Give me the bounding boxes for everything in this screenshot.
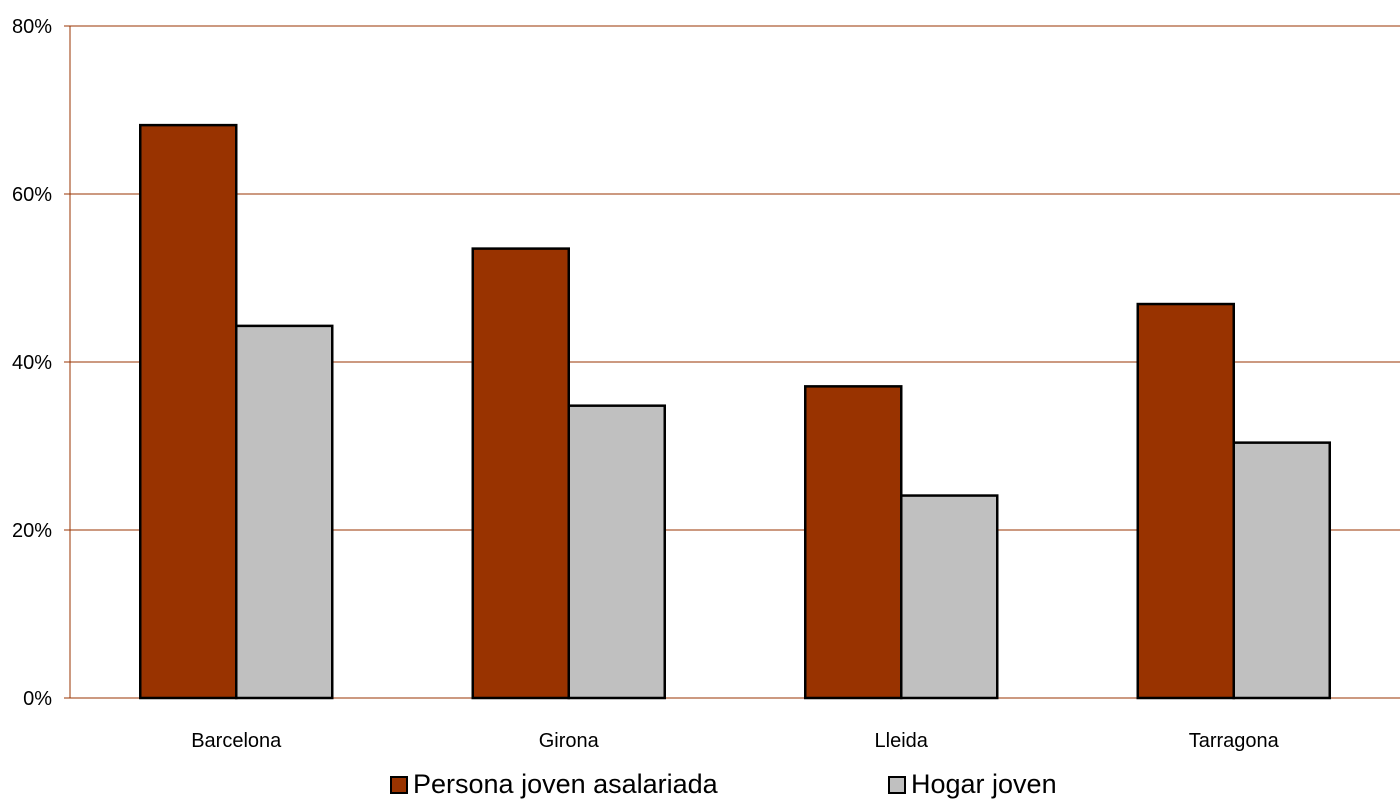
x-category-label: Barcelona xyxy=(191,730,282,752)
legend: Persona joven asalariada Hogar joven xyxy=(0,768,1400,801)
y-tick-label: 0% xyxy=(23,688,52,710)
legend-item-series-2: Hogar joven xyxy=(888,768,1057,801)
x-category-label: Lleida xyxy=(875,730,929,752)
bar-hogar-joven-tarragona xyxy=(1232,441,1331,700)
y-tick-label: 40% xyxy=(12,352,52,374)
bar-persona-joven-asalariada-girona xyxy=(471,247,570,700)
bar-persona-joven-asalariada-tarragona xyxy=(1136,302,1235,700)
bar-hogar-joven-girona xyxy=(567,404,666,700)
legend-item-series-1: Persona joven asalariada xyxy=(390,768,718,801)
legend-swatch-series-1 xyxy=(390,775,408,794)
category-labels: Barcelona Girona Lleida Tarragona xyxy=(191,730,1279,752)
bar-persona-joven-asalariada-barcelona xyxy=(139,123,238,700)
bar-hogar-joven-lleida xyxy=(900,494,999,700)
bar-hogar-joven-barcelona xyxy=(235,324,334,700)
y-tick-label: 20% xyxy=(12,520,52,542)
x-category-label: Girona xyxy=(539,730,600,752)
y-tick-label: 60% xyxy=(12,184,52,206)
legend-swatch-series-2 xyxy=(888,775,906,794)
legend-label-series-2: Hogar joven xyxy=(911,769,1057,799)
y-tick-label: 80% xyxy=(12,16,52,38)
x-category-label: Tarragona xyxy=(1189,730,1280,752)
bar-persona-joven-asalariada-lleida xyxy=(804,385,903,700)
y-tick-labels: 0% 20% 40% 60% 80% xyxy=(12,16,52,710)
bars xyxy=(139,123,1331,700)
legend-label-series-1: Persona joven asalariada xyxy=(413,769,718,799)
